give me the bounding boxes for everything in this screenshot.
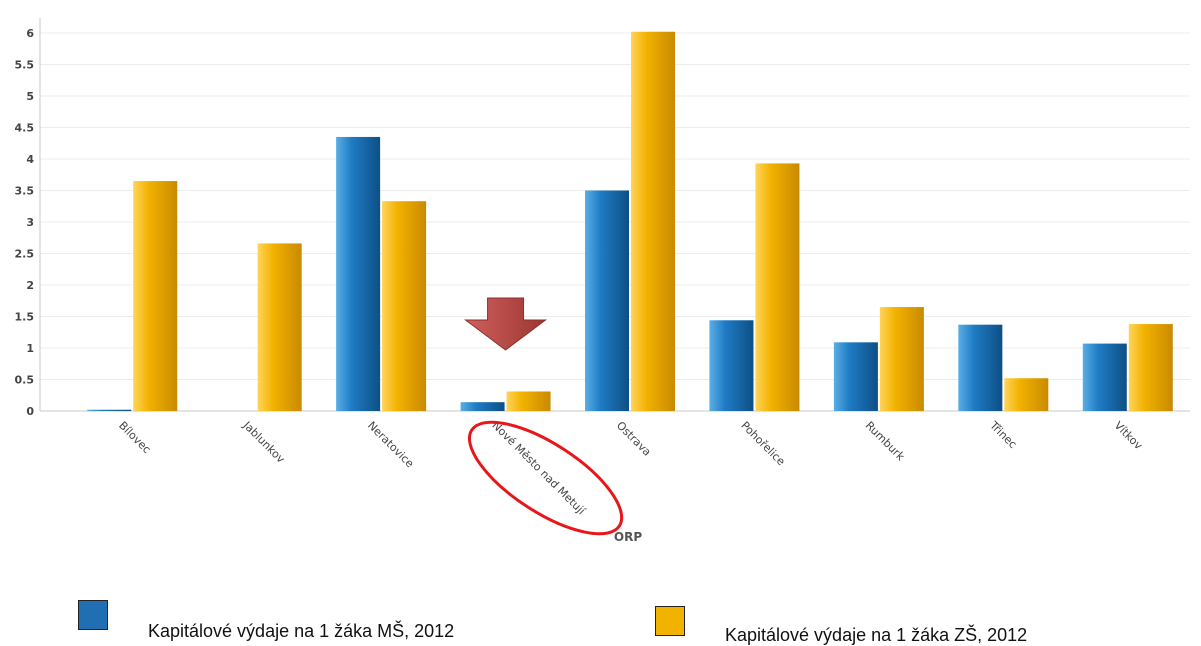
y-tick-label: 2.5: [15, 248, 35, 261]
x-tick-label: Jablunkov: [240, 418, 288, 466]
annotations: [464, 297, 624, 536]
x-tick-label: Pohořelice: [738, 419, 787, 468]
y-tick-label: 3.5: [15, 185, 35, 198]
y-tick-label: 6: [26, 27, 34, 40]
highlight-ellipse: [467, 420, 624, 536]
bar-ms: [833, 342, 878, 411]
bar-zs: [1128, 324, 1173, 411]
y-tick-label: 2: [26, 279, 34, 292]
y-tick-label: 5.5: [15, 59, 35, 72]
bar-ms: [336, 136, 381, 411]
bar-zs: [631, 31, 675, 412]
legend-swatch-ms: [78, 600, 108, 630]
legend-label-zs: Kapitálové výdaje na 1 žáka ZŠ, 2012: [725, 625, 1028, 645]
bar-ms: [87, 409, 132, 411]
y-tick-label: 1: [26, 342, 34, 355]
bars: [87, 31, 1173, 412]
bar-chart: 0 0.5 1 1.5 2 2.5 3 3.5 4 4.5 5 5.5 6 Bílovec Jablunko…: [15, 18, 1190, 544]
bar-zs: [133, 181, 178, 411]
x-tick-label: Rumburk: [863, 419, 908, 464]
bar-zs: [1004, 378, 1049, 411]
x-tick-label: Neratovice: [365, 419, 417, 471]
y-tick-label: 3: [26, 216, 34, 229]
y-tick-label: 4: [26, 153, 34, 166]
bar-ms: [958, 324, 1003, 411]
bar-ms: [1082, 343, 1127, 411]
bar-ms: [460, 402, 505, 411]
x-tick-label: Vítkov: [1112, 419, 1146, 453]
x-tick-label: Ostrava: [614, 419, 654, 459]
legend-swatch-zs: [655, 606, 685, 636]
bar-zs: [755, 163, 800, 411]
down-arrow-icon: [464, 297, 548, 351]
legend-item-ms: Kapitálové výdaje na 1 žáka MŠ, 2012: [78, 600, 454, 642]
y-tick-label: 0: [26, 405, 34, 418]
bar-zs: [257, 243, 302, 411]
y-tick-label: 5: [26, 90, 34, 103]
bar-zs: [382, 201, 427, 411]
bar-zs: [506, 391, 551, 411]
x-tick-label: Třinec: [987, 418, 1020, 451]
legend-label-ms: Kapitálové výdaje na 1 žáka MŠ, 2012: [148, 621, 455, 641]
y-tick-label: 4.5: [15, 122, 35, 135]
x-axis-title: ORP: [614, 530, 642, 544]
x-tick-label: Bílovec: [116, 419, 153, 456]
bar-zs: [879, 307, 924, 411]
bar-ms: [709, 320, 754, 411]
y-tick-label: 1.5: [15, 311, 35, 324]
legend-item-zs: Kapitálové výdaje na 1 žáka ZŠ, 2012: [655, 606, 1027, 646]
y-tick-label: 0.5: [15, 374, 35, 387]
bar-ms: [585, 190, 629, 411]
